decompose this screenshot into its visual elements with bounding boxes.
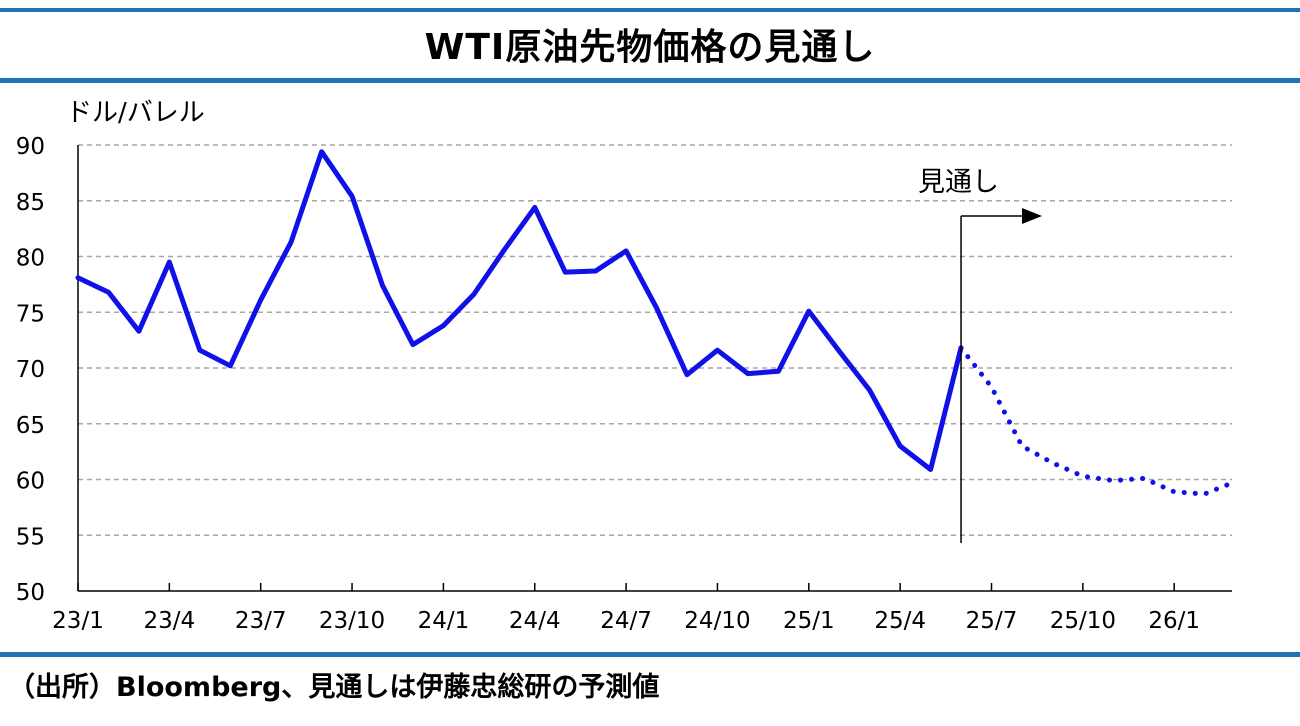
- forecast-annotation-label: 見通し: [918, 167, 999, 198]
- y-axis-unit-label: ドル/バレル: [66, 98, 205, 128]
- x-tick-label-25-1: 25/1: [783, 608, 835, 634]
- y-tick-label-55: 55: [16, 524, 45, 550]
- x-tick-label-26-1: 26/1: [1148, 608, 1200, 634]
- source-note: （出所）Bloomberg、見通しは伊藤忠総研の予測値: [8, 672, 660, 703]
- x-tick-label-24-1: 24/1: [418, 608, 470, 634]
- y-tick-label-70: 70: [16, 357, 45, 383]
- footer-rule: [0, 652, 1300, 657]
- title-underline-rule: [0, 78, 1300, 83]
- x-tick-label-24-10: 24/10: [684, 608, 750, 634]
- y-tick-label-80: 80: [16, 246, 45, 272]
- x-tick-label-23-10: 23/10: [319, 608, 385, 634]
- axes: [77, 145, 1232, 592]
- series: [75, 149, 1238, 497]
- y-tick-label-85: 85: [16, 190, 45, 216]
- x-tick-label-23-4: 23/4: [144, 608, 196, 634]
- gridlines: [78, 144, 1232, 536]
- forecast-annotation: 見通し: [918, 167, 1042, 543]
- y-tick-label-90: 90: [16, 134, 45, 160]
- x-tick-label-24-4: 24/4: [509, 608, 561, 634]
- actual-price-line: [75, 149, 964, 472]
- x-tick-label-23-7: 23/7: [235, 608, 287, 634]
- y-tick-label-60: 60: [16, 469, 45, 495]
- x-tick-label-25-10: 25/10: [1050, 608, 1116, 634]
- y-tick-label-65: 65: [16, 413, 45, 439]
- chart-title: WTI原油先物価格の見通し: [424, 27, 876, 68]
- x-tick-label-24-7: 24/7: [600, 608, 652, 634]
- tick-labels: 50 55 60 65 70 75 80 85 90 23/1 23/4 23/7 23/10 24/1 2…: [16, 98, 1200, 634]
- y-tick-label-75: 75: [16, 301, 45, 327]
- forecast-line: [958, 345, 1238, 497]
- y-tick-label-50: 50: [16, 580, 45, 606]
- top-rule: [0, 8, 1300, 12]
- x-tick-label-25-4: 25/4: [874, 608, 926, 634]
- x-tick-label-25-7: 25/7: [966, 608, 1018, 634]
- x-tick-label-23-1: 23/1: [52, 608, 104, 634]
- forecast-arrow-head: [1022, 208, 1042, 224]
